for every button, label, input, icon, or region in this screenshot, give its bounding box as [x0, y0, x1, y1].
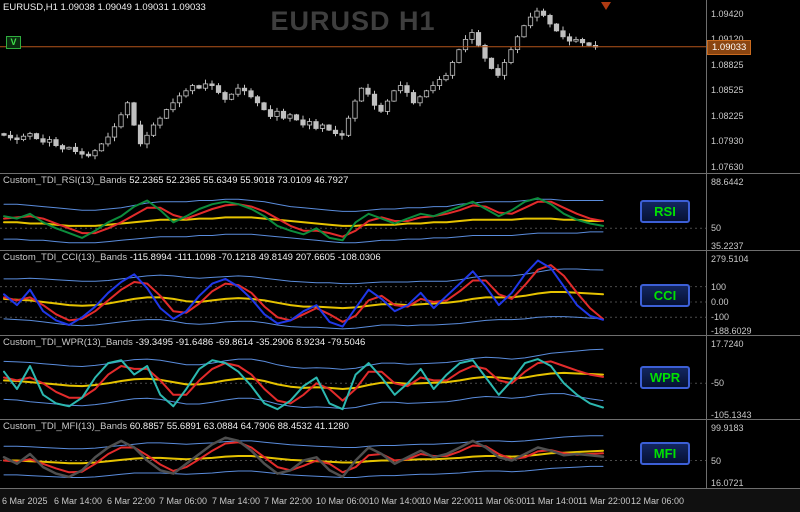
wpr-label-badge[interactable]: WPR: [640, 366, 690, 389]
candlestick-chart[interactable]: [0, 0, 706, 173]
wpr-title: Custom_TDI_WPR(13)_Bands -39.3495 -91.64…: [3, 337, 365, 348]
time-axis-label: 6 Mar 22:00: [107, 496, 156, 506]
mfi-label-badge[interactable]: MFI: [640, 442, 690, 465]
symbol-title: EURUSD,H1 1.09038 1.09049 1.09031 1.0903…: [3, 2, 206, 13]
axis-label: 17.7240: [711, 339, 744, 349]
rsi-label-badge[interactable]: RSI: [640, 200, 690, 223]
cci-indicator-name: Custom_TDI_CCI(13)_Bands: [3, 252, 128, 263]
axis-label: 50: [711, 223, 722, 233]
time-axis-label: 10 Mar 22:00: [421, 496, 475, 506]
axis-label: 100: [711, 282, 727, 292]
wpr-indicator-values: -39.3495 -91.6486 -69.8614 -35.2906 8.92…: [135, 337, 366, 348]
rsi-title: Custom_TDI_RSI(13)_Bands 52.2365 52.2365…: [3, 175, 348, 186]
wpr-indicator-chart[interactable]: [0, 336, 706, 419]
axis-label: 99.9183: [711, 423, 744, 433]
axis-label: -50: [711, 378, 725, 388]
axis-label: 1.08525: [711, 85, 744, 95]
panel-separator: [0, 250, 800, 251]
panel-separator: [0, 173, 800, 174]
time-axis-label: 6 Mar 14:00: [54, 496, 103, 506]
axis-label: 1.08825: [711, 60, 744, 70]
current-price-label: 1.09033: [707, 40, 752, 55]
panel-separator: [0, 419, 800, 420]
cci-title: Custom_TDI_CCI(13)_Bands -115.8994 -111.…: [3, 252, 381, 263]
axis-label: 16.0721: [711, 478, 744, 488]
axis-label: 35.2237: [711, 241, 744, 251]
wpr-panel[interactable]: Custom_TDI_WPR(13)_Bands -39.3495 -91.64…: [0, 336, 706, 419]
time-axis-label: 7 Mar 06:00: [159, 496, 208, 506]
cci-panel[interactable]: Custom_TDI_CCI(13)_Bands -115.8994 -111.…: [0, 251, 706, 335]
axis-label: -188.6029: [711, 326, 752, 336]
axis-label: 50: [711, 456, 722, 466]
time-scale[interactable]: 6 Mar 2025 6 Mar 14:00 6 Mar 22:00 7 Mar 06…: [0, 488, 800, 512]
cci-label-badge[interactable]: CCI: [640, 284, 690, 307]
time-axis-label: 11 Mar 22:00: [578, 496, 631, 506]
panel-separator: [0, 335, 800, 336]
axis-label: 88.6442: [711, 177, 744, 187]
expert-badge[interactable]: V: [6, 36, 21, 49]
rsi-indicator-name: Custom_TDI_RSI(13)_Bands: [3, 175, 127, 186]
axis-label: 1.07630: [711, 162, 744, 172]
time-axis-label: 10 Mar 06:00: [316, 496, 370, 506]
mfi-title: Custom_TDI_MFI(13)_Bands 60.8857 55.6891…: [3, 421, 349, 432]
time-axis-label: 7 Mar 22:00: [264, 496, 313, 506]
axis-label: 0.00: [711, 297, 729, 307]
ohlc-values: 1.09038 1.09049 1.09031 1.09033: [60, 2, 206, 13]
axis-label: 1.09120: [711, 34, 744, 44]
wpr-indicator-name: Custom_TDI_WPR(13)_Bands: [3, 337, 133, 348]
axis-label: 1.09420: [711, 9, 744, 19]
mfi-indicator-values: 60.8857 55.6891 63.0884 64.7906 88.4532 …: [129, 421, 349, 432]
price-panel[interactable]: EURUSD,H1 1.09038 1.09049 1.09031 1.0903…: [0, 0, 706, 173]
time-axis-label: 11 Mar 06:00: [474, 496, 527, 506]
cci-indicator-chart[interactable]: [0, 251, 706, 335]
mfi-indicator-chart[interactable]: [0, 420, 706, 488]
scale-separator: [706, 0, 707, 488]
time-axis-label: 6 Mar 2025: [2, 496, 48, 506]
chart-watermark: EURUSD H1: [270, 6, 436, 36]
cci-indicator-values: -115.8994 -111.1098 -70.1218 49.8149 207…: [129, 252, 381, 263]
rsi-indicator-chart[interactable]: [0, 174, 706, 250]
axis-label: 279.5104: [711, 254, 749, 264]
price-scale[interactable]: 1.09420 1.09120 1.08825 1.08525 1.08225 1.079…: [707, 0, 800, 488]
time-axis-label: 11 Mar 14:00: [526, 496, 579, 506]
rsi-indicator-values: 52.2365 52.2365 55.6349 55.9018 73.0109 …: [129, 175, 349, 186]
mfi-panel[interactable]: Custom_TDI_MFI(13)_Bands 60.8857 55.6891…: [0, 420, 706, 488]
time-axis-label: 12 Mar 06:00: [631, 496, 685, 506]
axis-label: -105.1343: [711, 410, 752, 420]
axis-label: 1.07930: [711, 136, 744, 146]
chart-shift-marker-icon[interactable]: [601, 2, 611, 10]
axis-label: -100: [711, 312, 730, 322]
axis-label: 1.08225: [711, 111, 744, 121]
rsi-panel[interactable]: Custom_TDI_RSI(13)_Bands 52.2365 52.2365…: [0, 174, 706, 250]
time-axis-label: 7 Mar 14:00: [212, 496, 261, 506]
time-axis-label: 10 Mar 14:00: [369, 496, 423, 506]
symbol-period: EURUSD,H1: [3, 2, 58, 13]
mfi-indicator-name: Custom_TDI_MFI(13)_Bands: [3, 421, 128, 432]
